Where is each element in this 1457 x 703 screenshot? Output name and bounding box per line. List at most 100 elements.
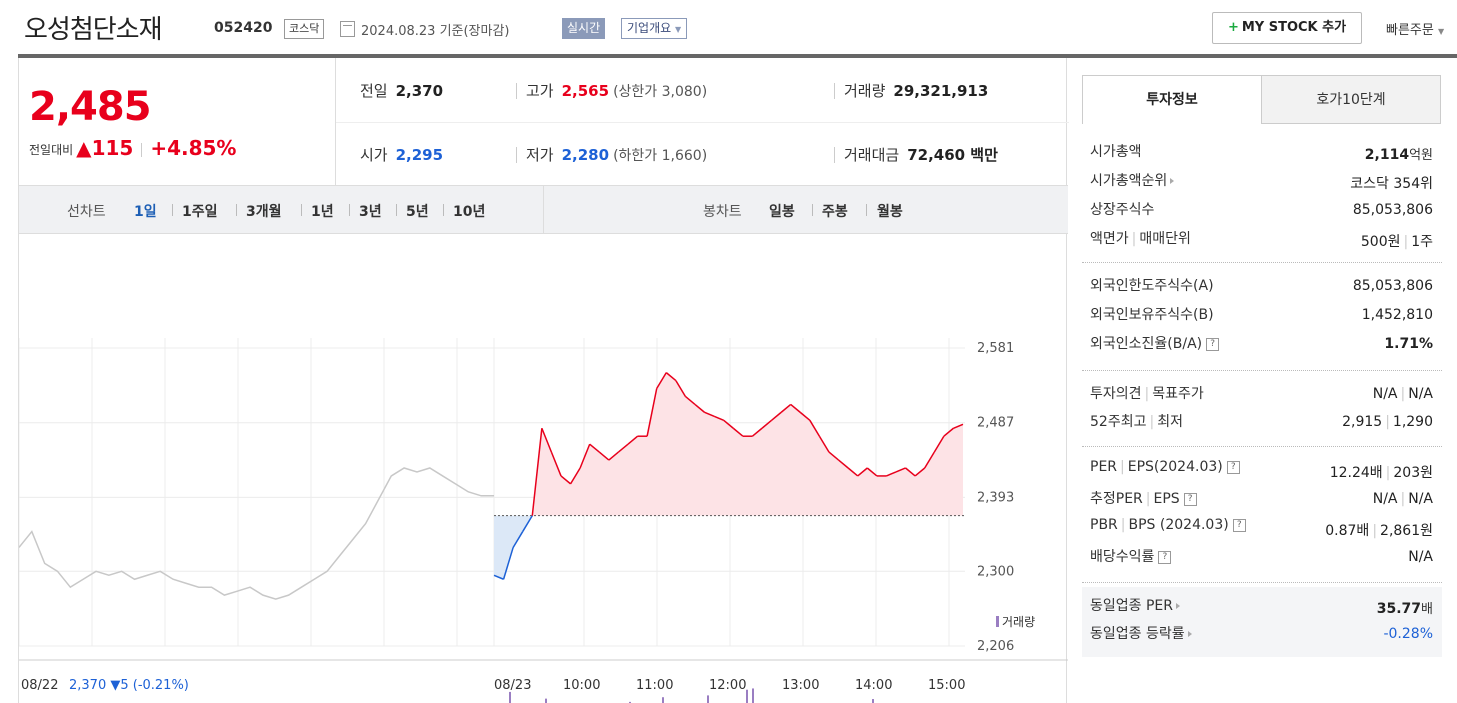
x-tick-label: 14:00 xyxy=(855,678,892,693)
info-value-text: N/A xyxy=(1408,386,1433,402)
period-1w[interactable]: 1주일 xyxy=(182,204,218,220)
chart-period-bar: 선차트 1일 1주일 3개월 1년 3년 5년 10년 봉차트 일봉 주봉 월봉 xyxy=(19,186,1068,234)
price-segment xyxy=(886,471,897,477)
help-icon[interactable]: ? xyxy=(1158,550,1172,564)
help-icon[interactable]: ? xyxy=(1232,518,1246,532)
period-1y[interactable]: 1년 xyxy=(311,204,334,220)
prev-day-line xyxy=(19,467,494,600)
candle-chart-label: 봉차트 xyxy=(703,204,742,220)
stat-volume: 거래량 29,321,913 xyxy=(844,80,988,101)
x-axis: 08/22 08/23 10:00 11:00 12:00 13:00 14:00 15:00 xyxy=(21,678,965,693)
date-text: 2024.08.23 기준(장마감) xyxy=(361,24,510,39)
price-segment xyxy=(646,388,658,437)
x-tick-label: 13:00 xyxy=(782,678,819,693)
info-label-text: 52주최고 xyxy=(1090,414,1147,430)
price-segment xyxy=(598,451,610,461)
price-segment xyxy=(531,428,543,516)
price-segment xyxy=(809,419,821,437)
info-value-text: 1,290 xyxy=(1392,414,1433,430)
help-icon[interactable]: ? xyxy=(1183,492,1197,506)
price-segment xyxy=(751,427,763,437)
info-label: 동일업종 등락률 xyxy=(1090,623,1192,643)
info-label-text: 배당수익률 xyxy=(1090,549,1155,565)
plus-icon: + xyxy=(1227,20,1239,35)
y-tick-label: 2,206 xyxy=(977,639,1014,654)
period-10y[interactable]: 10년 xyxy=(453,204,486,220)
info-value: 0.87배 | 2,861원 xyxy=(1325,520,1433,540)
info-label: 동일업종 PER xyxy=(1090,595,1180,615)
current-price: 2,485 xyxy=(29,84,152,130)
volume-bar xyxy=(629,701,631,703)
info-row[interactable]: 시가총액순위 코스닥 354위 xyxy=(1090,170,1433,198)
help-icon[interactable]: ? xyxy=(1206,337,1220,351)
volume-bar xyxy=(707,695,709,703)
stat-label: 시가 xyxy=(360,146,388,164)
divider: | xyxy=(1144,386,1150,402)
price-summary: 2,485 전일대비 ▲115 +4.85% xyxy=(19,58,335,186)
stock-code: 052420 xyxy=(214,20,273,36)
info-label-text: 시가총액순위 xyxy=(1090,173,1168,189)
divider xyxy=(141,142,143,157)
volume-legend-swatch xyxy=(996,616,999,627)
stat-amount: 거래대금 72,460 백만 xyxy=(844,144,998,165)
price-segment xyxy=(771,411,782,421)
price-segment xyxy=(866,467,878,477)
info-row: 시가총액 2,114억원 xyxy=(1090,141,1433,169)
candle-weekly[interactable]: 주봉 xyxy=(822,204,848,220)
price-segment xyxy=(493,574,504,580)
info-value-number: 2,114 xyxy=(1364,147,1410,163)
info-value-text: 1주 xyxy=(1411,234,1433,250)
tab-order-book[interactable]: 호가10단계 xyxy=(1261,75,1441,124)
price-segment xyxy=(512,531,524,548)
x-tick-label: 10:00 xyxy=(563,678,600,693)
price-segment xyxy=(502,547,514,580)
period-3y[interactable]: 3년 xyxy=(359,204,382,220)
price-segment xyxy=(560,475,572,485)
x-tick-label: 08/23 xyxy=(494,678,531,693)
chevron-down-icon: ▼ xyxy=(1437,27,1445,36)
price-change: 전일대비 ▲115 +4.85% xyxy=(29,136,236,160)
calendar-icon xyxy=(340,21,355,37)
price-segment xyxy=(569,467,581,485)
info-label: 외국인보유주식수(B) xyxy=(1090,307,1214,323)
info-row[interactable]: 동일업종 등락률 -0.28% xyxy=(1090,623,1433,651)
tab-investment-info[interactable]: 투자정보 xyxy=(1082,75,1262,124)
realtime-button[interactable]: 실시간 xyxy=(562,18,606,39)
divider: | xyxy=(1400,491,1406,507)
price-segment xyxy=(665,372,677,382)
info-row: PER | EPS(2024.03)? 12.24배 | 203원 xyxy=(1090,459,1433,487)
my-stock-add-button[interactable]: + MY STOCK 추가 xyxy=(1212,12,1362,44)
divider xyxy=(834,83,835,99)
info-value-text: 12.24배 xyxy=(1329,465,1383,481)
period-5y[interactable]: 5년 xyxy=(406,204,429,220)
stat-value: 2,565 xyxy=(561,82,610,100)
price-segment xyxy=(895,467,906,473)
divider: | xyxy=(1372,523,1378,539)
period-3m[interactable]: 3개월 xyxy=(246,204,282,220)
help-icon[interactable]: ? xyxy=(1226,460,1240,474)
quick-order-dropdown[interactable]: 빠른주문 ▼ xyxy=(1386,19,1444,38)
volume-bar xyxy=(746,689,748,703)
divider xyxy=(172,204,173,216)
divider xyxy=(336,122,1069,123)
info-value: 500원 | 1주 xyxy=(1361,231,1433,251)
divider: | xyxy=(1400,386,1406,402)
chevron-down-icon: ▼ xyxy=(675,25,682,34)
period-1d[interactable]: 1일 xyxy=(134,204,157,220)
divider xyxy=(866,204,867,216)
candle-monthly[interactable]: 월봉 xyxy=(877,204,903,220)
stat-label: 고가 xyxy=(526,82,554,100)
divider xyxy=(543,186,544,234)
info-label-text: 목표주가 xyxy=(1152,386,1204,402)
info-row: 외국인한도주식수(A) 85,053,806 xyxy=(1090,275,1433,303)
info-row: 액면가 | 매매단위 500원 | 1주 xyxy=(1090,228,1433,256)
stat-label: 거래량 xyxy=(844,82,886,100)
info-row[interactable]: 동일업종 PER 35.77배 xyxy=(1090,595,1433,623)
info-label-text: 추정PER xyxy=(1090,491,1143,507)
price-segment xyxy=(924,451,935,469)
prev-day-info: 2,370 ▼5 (-0.21%) xyxy=(69,678,189,693)
candle-daily[interactable]: 일봉 xyxy=(769,204,795,220)
volume-bar xyxy=(872,699,874,703)
divider: | xyxy=(1120,459,1125,475)
company-overview-dropdown[interactable]: 기업개요 ▼ xyxy=(621,18,688,39)
